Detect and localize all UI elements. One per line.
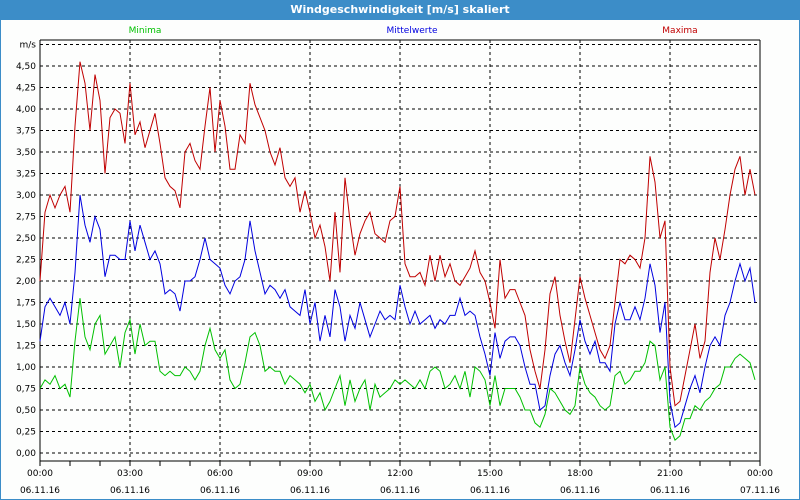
series-line-mittelwerte — [39, 194, 756, 429]
y-tick-label: 1,00 — [16, 363, 36, 373]
x-tick-date: 06.11.16 — [380, 486, 420, 496]
x-tick-date: 06.11.16 — [470, 486, 510, 496]
legend-mittelwerte: Mittelwerte — [386, 26, 437, 36]
y-tick-label: 0,00 — [16, 449, 36, 459]
x-tick-time: 00:00 — [747, 469, 773, 479]
x-tick-time: 18:00 — [567, 469, 593, 479]
legend-maxima: Maxima — [662, 26, 697, 36]
y-tick-label: 3,75 — [16, 127, 36, 137]
y-tick-label: 1,75 — [16, 299, 36, 309]
x-tick-date: 06.11.16 — [110, 486, 150, 496]
x-tick-date: 06.11.16 — [560, 486, 600, 496]
y-tick-label: m/s — [20, 41, 37, 51]
y-tick-label: 1,25 — [16, 342, 36, 352]
chart-title: Windgeschwindigkeit [m/s] skaliert — [0, 0, 800, 20]
x-tick-date: 07.11.16 — [740, 486, 780, 496]
y-tick-label: 0,75 — [16, 385, 36, 395]
x-tick-date: 06.11.16 — [20, 486, 60, 496]
x-tick-date: 06.11.16 — [200, 486, 240, 496]
y-tick-label: 3,25 — [16, 170, 36, 180]
y-tick-label: 2,00 — [16, 277, 36, 287]
legend-minima: Minima — [129, 26, 162, 36]
y-tick-label: 2,50 — [16, 234, 36, 244]
series-line-minima — [39, 298, 756, 441]
y-tick-label: 2,75 — [16, 213, 36, 223]
y-tick-label: 0,25 — [16, 428, 36, 438]
x-tick-date: 06.11.16 — [290, 486, 330, 496]
x-tick-time: 03:00 — [117, 469, 143, 479]
x-tick-time: 06:00 — [207, 469, 233, 479]
x-tick-time: 15:00 — [477, 469, 503, 479]
y-tick-label: 4,50 — [16, 62, 36, 72]
x-tick-date: 06.11.16 — [650, 486, 690, 496]
y-tick-label: 1,50 — [16, 320, 36, 330]
y-tick-label: 0,50 — [16, 406, 36, 416]
y-tick-label: 3,00 — [16, 191, 36, 201]
y-tick-label: 2,25 — [16, 256, 36, 266]
x-tick-time: 12:00 — [387, 469, 413, 479]
y-tick-label: 4,25 — [16, 84, 36, 94]
x-tick-time: 00:00 — [27, 469, 53, 479]
x-tick-time: 09:00 — [297, 469, 323, 479]
series-line-maxima — [39, 61, 756, 407]
y-tick-label: 3,50 — [16, 148, 36, 158]
y-tick-label: 4,00 — [16, 105, 36, 115]
x-tick-time: 21:00 — [657, 469, 683, 479]
